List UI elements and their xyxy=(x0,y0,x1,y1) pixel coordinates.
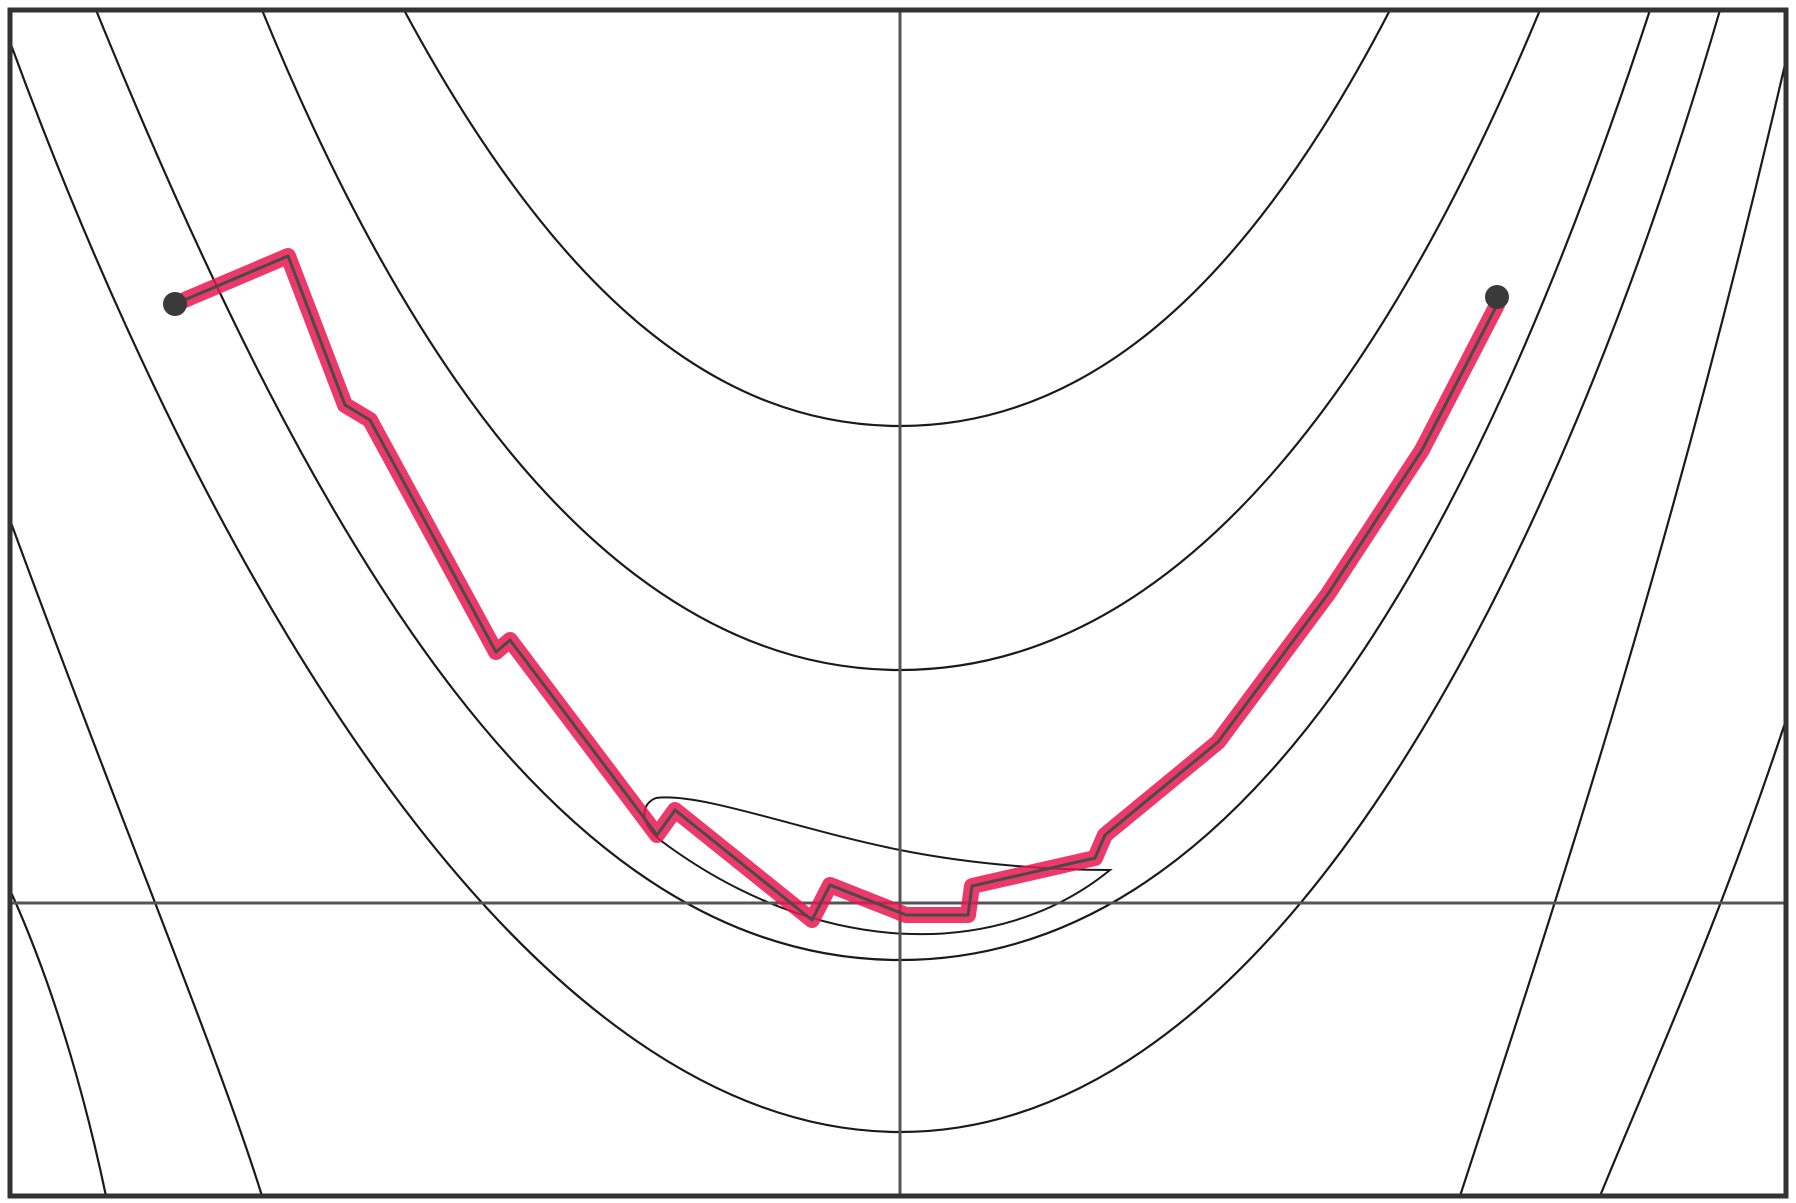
plot-frame xyxy=(7,7,1789,1199)
optimization-path xyxy=(167,248,1505,928)
inner-contour-loop xyxy=(643,796,1113,936)
contour-lines xyxy=(8,9,1788,1197)
contour-line xyxy=(403,9,1391,428)
path-core-line xyxy=(173,254,1499,922)
path-highlight xyxy=(167,248,1505,928)
end-point-marker xyxy=(1485,285,1509,309)
contour-line xyxy=(8,519,264,1197)
contour-line xyxy=(94,9,1652,962)
contour-line xyxy=(8,889,108,1197)
contour-line xyxy=(1458,59,1788,1197)
contour-line xyxy=(1598,719,1788,1197)
axes xyxy=(10,10,1786,1196)
path-markers xyxy=(163,285,1509,316)
start-point-marker xyxy=(163,292,187,316)
